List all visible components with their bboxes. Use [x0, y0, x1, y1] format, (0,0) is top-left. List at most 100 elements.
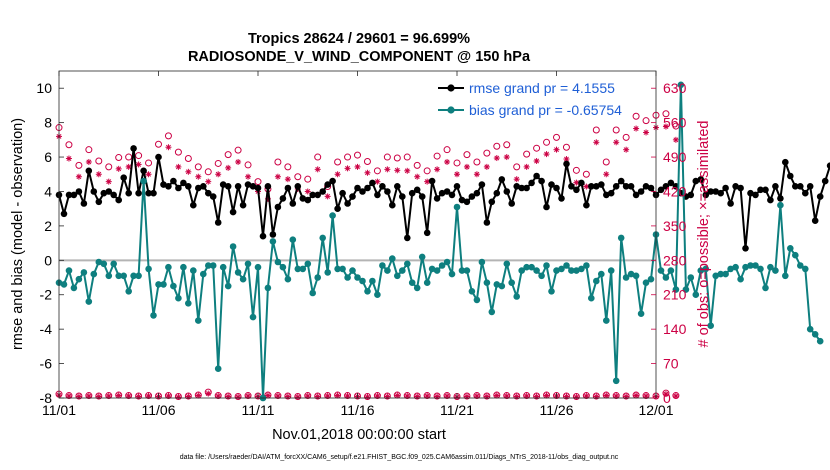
bias-point [468, 288, 476, 295]
rmse-point [364, 184, 371, 192]
rmse-series [55, 145, 830, 252]
assimilated-obs-marker-low [264, 392, 271, 399]
y-tick-label-right: 560 [663, 115, 687, 131]
rmse-point [165, 183, 172, 190]
bias-point [772, 267, 779, 274]
assimilated-obs-marker-low [294, 394, 301, 401]
bias-point [622, 274, 630, 281]
assimilated-star-stroke [474, 171, 480, 177]
possible-obs-marker [383, 153, 391, 161]
assimilated-star-stroke [504, 154, 510, 160]
rmse-point [707, 188, 714, 195]
bias-point [533, 267, 540, 274]
assimilated-star-stroke [494, 393, 500, 398]
bias-point [717, 270, 724, 278]
rmse-point [826, 162, 830, 169]
assimilated-obs-marker [553, 146, 560, 153]
bias-point [329, 212, 336, 219]
bias-point [90, 270, 98, 278]
y-tick-label: 8 [44, 115, 52, 131]
assimilated-obs-marker-low [662, 391, 669, 398]
x-tick-label: 11/06 [142, 402, 176, 418]
rmse-point [309, 191, 317, 199]
assimilated-obs-marker [145, 171, 152, 178]
possible-obs-marker [443, 146, 451, 154]
assimilated-obs-marker [235, 158, 242, 165]
assimilated-obs-marker [75, 173, 82, 180]
rmse-point [90, 188, 98, 195]
bias-point [209, 262, 217, 269]
rmse-point [657, 186, 665, 194]
bias-point [762, 284, 769, 292]
bias-point [244, 260, 252, 268]
assimilated-star-stroke [146, 393, 152, 399]
x-tick-label: 11/11 [242, 402, 275, 418]
rmse-point [777, 195, 784, 202]
possible-obs-marker [155, 140, 162, 148]
assimilated-obs-marker [354, 163, 361, 170]
bias-point [543, 262, 550, 269]
assimilated-star-stroke [195, 393, 201, 398]
bias-point [568, 267, 575, 274]
assimilated-star-stroke [335, 171, 341, 177]
bias-point [463, 267, 471, 274]
y-tick-label-right: 140 [663, 321, 687, 337]
x-tick-label: 12/01 [638, 402, 673, 418]
assimilated-obs-marker [672, 136, 679, 143]
assimilated-obs-marker [424, 178, 431, 185]
rmse-point [224, 183, 232, 190]
assimilated-star-stroke [524, 393, 530, 399]
legend: rmse grand pr = 4.1555 bias grand pr = -… [438, 80, 622, 118]
rmse-point [214, 219, 222, 226]
obs-count-markers [55, 110, 680, 401]
rmse-point [757, 186, 764, 194]
assimilated-star-stroke [544, 151, 550, 157]
bias-point [75, 275, 83, 283]
y-ticks-right: 0 70 140 210 280 350 420 490 560 630 [651, 80, 687, 406]
assimilated-star-stroke [583, 184, 589, 190]
bias-point [816, 337, 824, 345]
rmse-point [468, 193, 476, 200]
bias-point [389, 255, 396, 262]
possible-obs-marker [304, 175, 312, 183]
assimilated-star-stroke [355, 164, 360, 170]
bias-point [578, 265, 585, 273]
assimilated-star-stroke [165, 144, 171, 150]
assimilated-obs-marker [434, 166, 441, 173]
y-tick-label-right: 630 [663, 80, 687, 96]
assimilated-obs-marker [304, 188, 311, 195]
bias-point [264, 284, 272, 292]
rmse-point [662, 183, 670, 190]
rmse-point [209, 193, 217, 200]
bias-point [553, 267, 560, 274]
assimilated-star-stroke [643, 393, 649, 399]
bias-point [369, 277, 376, 285]
assimilated-obs-marker-low [434, 393, 441, 400]
bias-point [443, 258, 451, 266]
rmse-point [110, 191, 117, 199]
rmse-point [548, 181, 555, 188]
assimilated-obs-marker [613, 139, 620, 146]
rmse-point [349, 193, 356, 200]
rmse-point [612, 183, 620, 190]
rmse-point [289, 200, 297, 207]
assimilated-obs-marker [284, 176, 291, 183]
assimilated-obs-marker [364, 169, 371, 176]
assimilated-obs-marker [414, 173, 421, 180]
rmse-point [632, 191, 640, 199]
assimilated-star-stroke [215, 393, 221, 399]
rmse-point [155, 153, 162, 161]
bias-point [384, 267, 391, 274]
y-tick-label: -6 [40, 356, 53, 372]
rmse-point [170, 177, 177, 185]
rmse-point [85, 167, 93, 175]
bias-point [737, 275, 744, 283]
rmse-point [219, 181, 227, 188]
assimilated-star-stroke [126, 164, 132, 170]
bias-point [239, 275, 247, 283]
bias-point [513, 293, 520, 300]
bias-point [727, 265, 734, 273]
assimilated-star-stroke [454, 171, 460, 177]
rmse-point [190, 201, 197, 209]
x-tick-label: 11/01 [42, 402, 76, 418]
